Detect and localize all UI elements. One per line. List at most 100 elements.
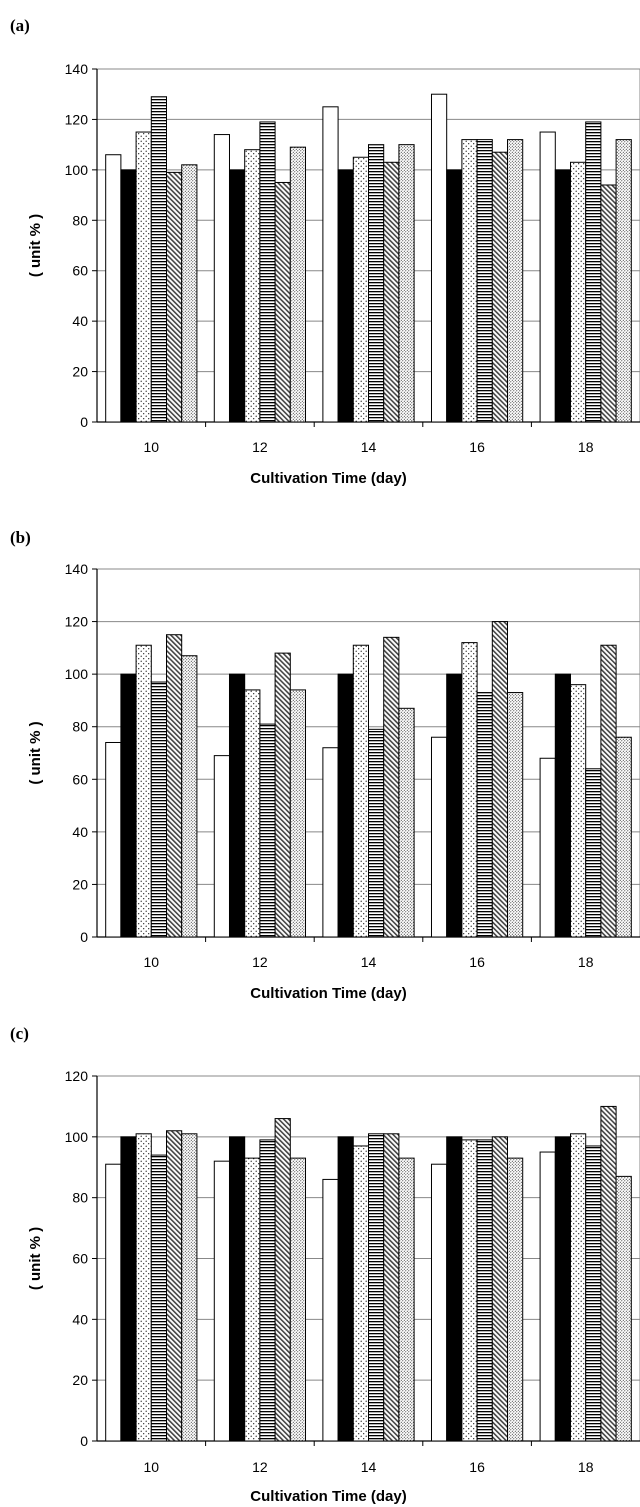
bar-series-2-cat-18 [554, 1136, 571, 1442]
bar-series-3-cat-12 [244, 149, 261, 423]
x-axis-title: Cultivation Time (day) [250, 470, 406, 487]
bar-chart-a: 0 20 40 60 80 100 120 140 10 12 14 16 18 Cultivation … [27, 61, 640, 487]
bar-series-1-cat-10 [105, 1163, 122, 1442]
y-tick-label: 20 [72, 876, 88, 892]
bar-series-6-cat-14 [398, 707, 415, 938]
bar-series-1-cat-16 [430, 1163, 448, 1442]
bar-series-4-cat-10 [150, 96, 168, 423]
y-tick-label: 120 [65, 614, 89, 630]
bar-series-4-cat-12 [259, 723, 276, 938]
bar-series-1-cat-14 [322, 747, 339, 938]
x-tick-label: 18 [578, 439, 594, 455]
bar-series-4-cat-12 [259, 1139, 276, 1442]
y-axis-title: ( unit % ) [27, 214, 44, 277]
bar-series-6-cat-12 [289, 1157, 307, 1442]
bar-series-5-cat-12 [274, 1118, 291, 1442]
bar-series-6-cat-18 [615, 139, 632, 423]
bar-series-3-cat-14 [352, 156, 369, 423]
bar-series-1-cat-18 [539, 131, 556, 423]
bar-series-4-cat-16 [476, 1139, 493, 1442]
bar-series-2-cat-16 [446, 673, 463, 938]
bar-series-3-cat-10 [135, 644, 152, 938]
y-tick-label: 80 [72, 719, 88, 735]
x-tick-label: 12 [252, 1459, 268, 1475]
bar-series-2-cat-16 [446, 169, 463, 423]
bar-series-2-cat-14 [337, 673, 354, 938]
bar-series-2-cat-14 [337, 1136, 354, 1442]
bar-series-4-cat-14 [368, 1133, 385, 1442]
y-axis-title: ( unit % ) [27, 1227, 44, 1290]
bar-series-5-cat-10 [166, 1130, 183, 1442]
bar-series-3-cat-10 [135, 1133, 152, 1442]
x-tick-label: 14 [361, 954, 377, 970]
bar-series-2-cat-12 [228, 1136, 246, 1442]
y-tick-label: 40 [72, 1311, 88, 1327]
bar-series-6-cat-14 [398, 144, 415, 423]
x-tick-label: 10 [144, 1459, 160, 1475]
bar-series-3-cat-12 [244, 1157, 261, 1442]
x-tick-label: 18 [578, 1459, 594, 1475]
bar-series-4-cat-10 [150, 1154, 168, 1442]
bar-series-2-cat-12 [228, 673, 246, 938]
bar-series-5-cat-18 [600, 184, 617, 423]
bar-series-3-cat-16 [461, 1139, 478, 1442]
bar-series-6-cat-16 [507, 139, 524, 423]
bar-series-5-cat-18 [600, 644, 617, 938]
chart-panel-a: (a) 0 20 40 60 80 100 120 140 10 12 14 16 18 Cultivat… [0, 0, 640, 500]
y-tick-label: 80 [72, 212, 88, 228]
panel-label: (a) [10, 16, 30, 35]
y-tick-label: 60 [72, 1251, 88, 1267]
bar-series-3-cat-14 [352, 1145, 369, 1442]
bar-series-3-cat-12 [244, 689, 261, 938]
x-tick-label: 16 [469, 1459, 485, 1475]
bar-series-2-cat-12 [228, 169, 246, 423]
bar-series-1-cat-14 [322, 106, 339, 423]
panel-label: (b) [10, 528, 31, 547]
y-tick-label: 100 [65, 162, 89, 178]
bar-series-1-cat-14 [322, 1178, 339, 1442]
bar-series-4-cat-12 [259, 121, 276, 423]
bar-series-1-cat-12 [213, 134, 230, 423]
x-tick-label: 10 [144, 439, 160, 455]
x-axis-title: Cultivation Time (day) [250, 1488, 406, 1505]
y-tick-label: 140 [65, 561, 89, 577]
bar-series-2-cat-10 [120, 673, 137, 938]
y-tick-label: 0 [80, 929, 88, 945]
bar-series-3-cat-10 [135, 131, 152, 423]
x-axis-title: Cultivation Time (day) [250, 985, 406, 1002]
x-tick-label: 14 [361, 1459, 377, 1475]
chart-panel-c: (c) 0 20 40 60 80 100 120 10 12 14 16 18 Cultivation… [0, 1000, 640, 1507]
bar-series-4-cat-18 [585, 768, 602, 938]
bar-series-3-cat-18 [570, 161, 587, 423]
bar-series-1-cat-18 [539, 1151, 556, 1442]
bar-chart-b: 0 20 40 60 80 100 120 140 10 12 14 16 18 Cultivation … [27, 561, 640, 1002]
x-tick-label: 16 [469, 954, 485, 970]
bar-series-6-cat-14 [398, 1157, 415, 1442]
bar-series-2-cat-10 [120, 1136, 137, 1442]
bar-series-3-cat-18 [570, 1133, 587, 1442]
bar-series-5-cat-18 [600, 1105, 617, 1442]
y-tick-label: 100 [65, 666, 89, 682]
bar-series-5-cat-10 [166, 634, 183, 938]
bar-series-4-cat-18 [585, 121, 602, 423]
y-axis-title: ( unit % ) [27, 721, 44, 784]
bar-series-6-cat-10 [181, 655, 198, 938]
bar-series-4-cat-16 [476, 139, 493, 423]
y-tick-label: 80 [72, 1190, 88, 1206]
x-tick-label: 14 [361, 439, 377, 455]
bar-series-3-cat-16 [461, 642, 478, 938]
bar-series-5-cat-14 [383, 636, 400, 938]
bar-series-2-cat-18 [554, 673, 571, 938]
y-tick-label: 120 [65, 1068, 89, 1084]
bar-series-6-cat-12 [289, 146, 307, 423]
x-tick-label: 10 [144, 954, 160, 970]
bar-series-3-cat-18 [570, 684, 587, 938]
bar-series-5-cat-12 [274, 181, 291, 423]
bar-series-2-cat-10 [120, 169, 137, 423]
bar-series-3-cat-14 [352, 644, 369, 938]
bar-series-4-cat-10 [150, 681, 168, 938]
bar-series-4-cat-14 [368, 728, 385, 938]
y-tick-label: 100 [65, 1129, 89, 1145]
bar-series-5-cat-10 [166, 171, 183, 423]
bar-series-2-cat-18 [554, 169, 571, 423]
